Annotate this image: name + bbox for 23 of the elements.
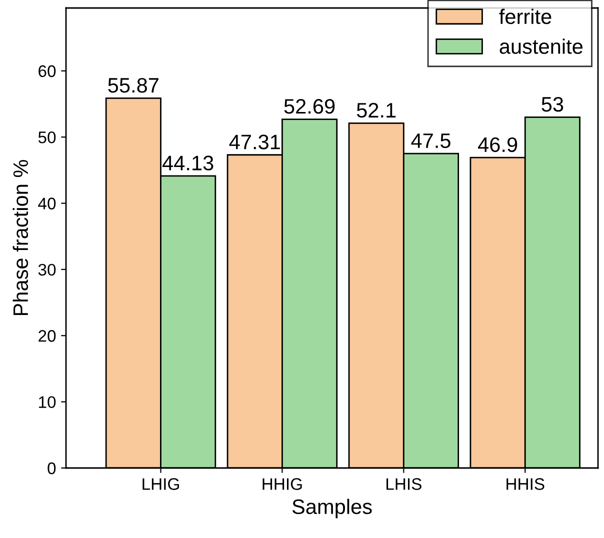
y-tick-label: 50	[38, 131, 56, 144]
x-axis-title: Samples	[292, 498, 372, 518]
data-label: 55.87	[108, 78, 158, 93]
y-tick-label: 40	[38, 198, 56, 210]
x-tick-label: LHIS	[386, 478, 422, 490]
x-tick-label: HHIG	[262, 478, 302, 490]
data-label: 44.13	[162, 156, 214, 170]
x-tick-label: HHIS	[506, 478, 544, 490]
data-label: 47.5	[411, 134, 450, 148]
data-label: 52.69	[284, 99, 335, 114]
legend-label: ferrite	[499, 8, 552, 24]
data-label: 52.1	[356, 102, 396, 118]
y-tick-label: 0	[48, 462, 56, 474]
data-label: 46.9	[478, 137, 518, 152]
legend-label: austenite	[500, 38, 582, 54]
data-label: 47.31	[229, 134, 280, 150]
y-axis-title: Phase fraction %	[12, 160, 28, 316]
data-label: 53	[542, 96, 564, 112]
x-tick-label: LHIG	[142, 478, 179, 490]
y-tick-label: 10	[39, 396, 56, 408]
y-tick-label: 20	[38, 330, 56, 342]
y-tick-label: 60	[38, 65, 56, 78]
y-tick-label: 30	[38, 264, 56, 276]
